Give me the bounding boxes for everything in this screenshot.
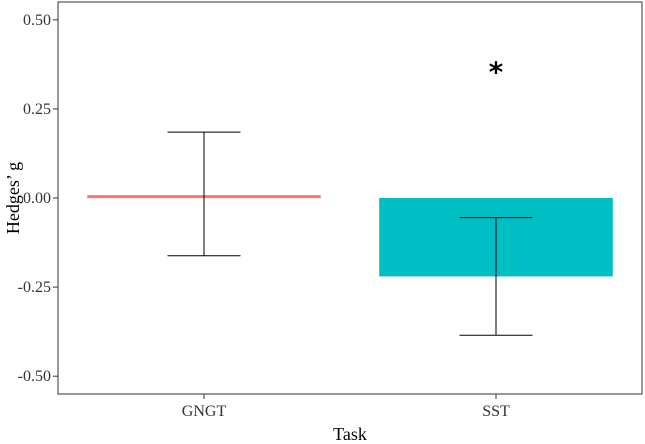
x-axis-title: Task	[333, 424, 367, 444]
y-tick-label: 0.50	[23, 12, 51, 29]
y-tick-label: -0.50	[18, 368, 51, 385]
y-tick-label: 0.25	[23, 101, 51, 118]
error-bar-sst	[459, 217, 533, 336]
annotations: *	[489, 56, 504, 89]
significance-marker: *	[489, 56, 504, 89]
x-tick-label: GNGT	[182, 403, 227, 420]
x-axis: GNGT SST	[182, 394, 510, 420]
x-tick-label: SST	[482, 403, 510, 420]
y-tick-label: 0.00	[23, 190, 51, 207]
error-bars	[167, 131, 533, 336]
y-axis: 0.50 0.25 0.00 -0.25 -0.50	[18, 12, 58, 385]
error-bar-gngt	[167, 131, 241, 257]
y-axis-title: Hedges’ g	[3, 162, 23, 234]
y-tick-label: -0.25	[18, 279, 51, 296]
